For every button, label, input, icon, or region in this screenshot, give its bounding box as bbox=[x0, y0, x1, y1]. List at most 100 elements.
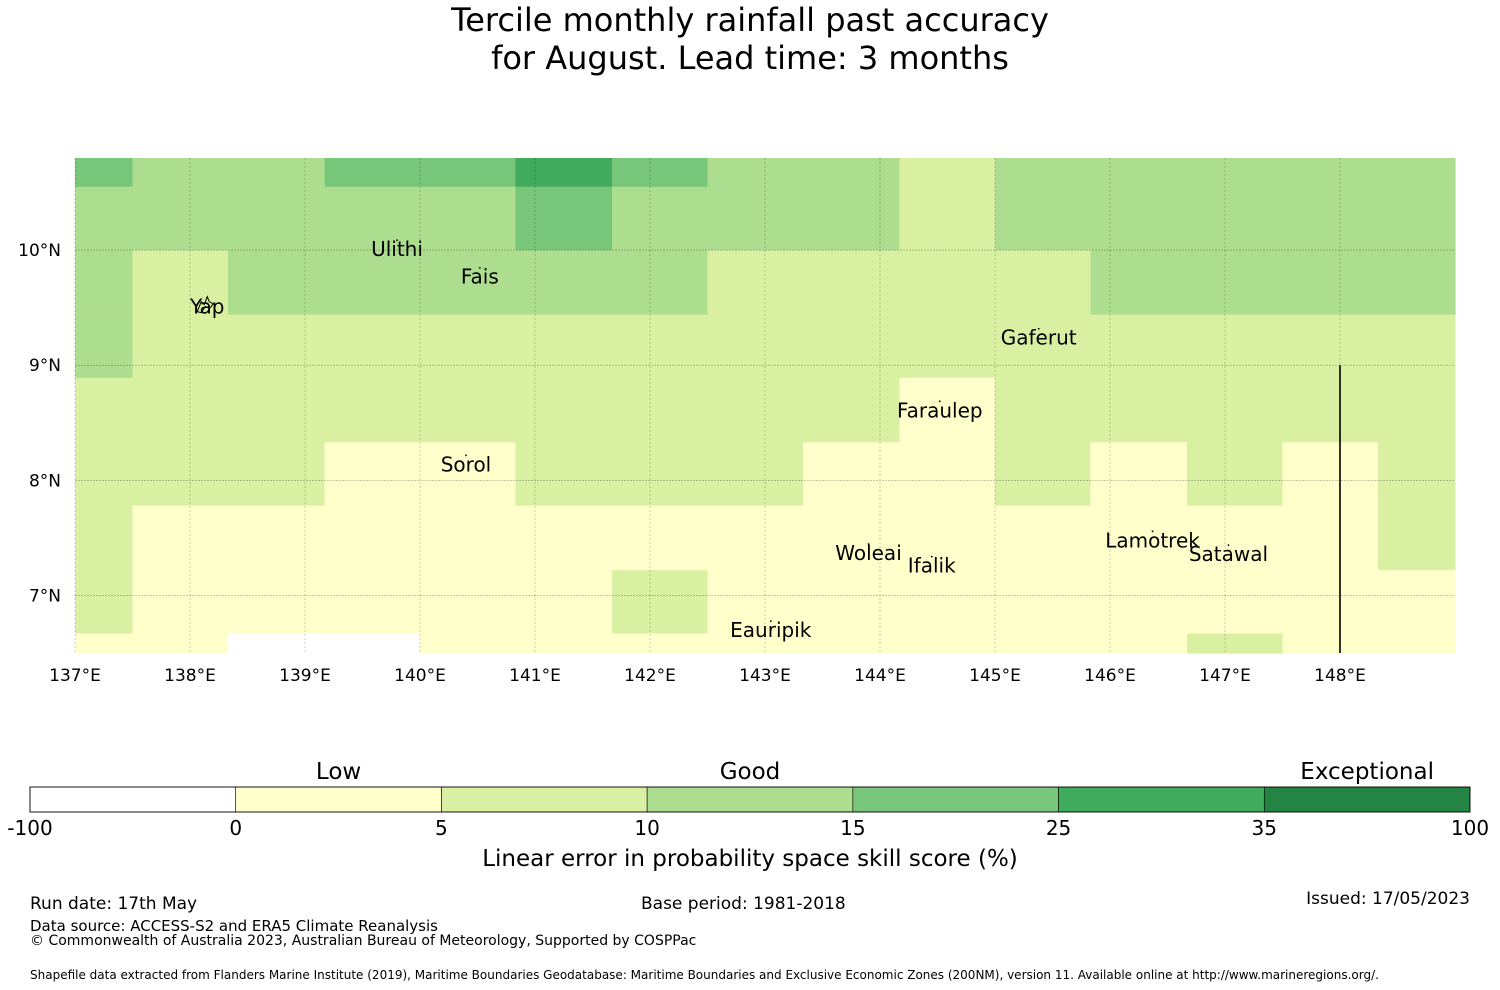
skill-cell bbox=[1187, 377, 1284, 443]
lat-tick-label: 7°N bbox=[29, 586, 61, 606]
skill-cell bbox=[1377, 633, 1456, 654]
skill-cell bbox=[612, 377, 709, 443]
colorbar bbox=[29, 786, 1471, 813]
skill-cell bbox=[420, 250, 517, 316]
skill-cell bbox=[995, 442, 1092, 507]
skill-cell bbox=[1090, 570, 1188, 635]
skill-cell bbox=[1187, 250, 1284, 316]
skill-cell bbox=[227, 442, 326, 507]
skill-cell bbox=[227, 377, 326, 443]
skill-cell bbox=[1187, 505, 1284, 571]
skill-cell bbox=[612, 250, 709, 316]
colorbar-tick-label: 5 bbox=[435, 816, 448, 840]
island-label: Lamotrek bbox=[1105, 528, 1200, 552]
skill-cell bbox=[515, 442, 613, 507]
lon-tick-label: 138°E bbox=[164, 666, 216, 686]
skill-cell bbox=[227, 570, 326, 635]
skill-cell bbox=[1282, 505, 1379, 571]
skill-cell bbox=[802, 158, 901, 188]
colorbar-bin bbox=[1263, 786, 1471, 813]
skill-cell bbox=[899, 442, 996, 507]
skill-cell bbox=[612, 442, 709, 507]
map-title-line-2: for August. Lead time: 3 months bbox=[491, 39, 1009, 77]
lon-tick-label: 144°E bbox=[854, 666, 906, 686]
skill-cell bbox=[1377, 314, 1456, 379]
skill-cell bbox=[899, 633, 996, 654]
skill-cell bbox=[802, 505, 901, 571]
skill-cell bbox=[995, 633, 1092, 654]
skill-cell bbox=[515, 314, 613, 379]
skill-cell bbox=[995, 314, 1092, 379]
skill-cell bbox=[707, 570, 804, 635]
skill-cell bbox=[324, 186, 421, 251]
skill-cell bbox=[707, 158, 804, 188]
skill-cell bbox=[995, 186, 1092, 251]
skill-cell bbox=[132, 442, 229, 507]
skill-cell bbox=[75, 314, 134, 379]
skill-cell bbox=[995, 505, 1092, 571]
colorbar-category-label: Exceptional bbox=[1300, 759, 1434, 785]
skill-cell bbox=[132, 314, 229, 379]
colorbar-tick-label: 0 bbox=[229, 816, 243, 840]
skill-cell bbox=[612, 570, 709, 635]
skill-cell bbox=[899, 314, 996, 379]
skill-cell bbox=[515, 633, 613, 654]
island-label: Fais bbox=[461, 265, 499, 289]
skill-cell bbox=[1377, 570, 1456, 635]
skill-cell bbox=[75, 442, 134, 507]
colorbar-category-label: Good bbox=[719, 759, 781, 785]
skill-cell bbox=[420, 442, 517, 507]
skill-cell bbox=[1377, 158, 1456, 188]
skill-cell bbox=[612, 633, 709, 654]
colorbar-category-label: Low bbox=[315, 759, 362, 785]
skill-cell bbox=[420, 633, 517, 654]
lon-tick-label: 137°E bbox=[49, 666, 101, 686]
island-label: Woleai bbox=[835, 541, 902, 565]
lat-tick-label: 10°N bbox=[18, 241, 61, 261]
island-marker bbox=[465, 454, 467, 457]
skill-cell bbox=[612, 186, 709, 251]
skill-cell bbox=[899, 505, 996, 571]
base-period: Base period: 1981-2018 bbox=[641, 894, 846, 914]
skill-cell bbox=[1090, 314, 1188, 379]
skill-cell bbox=[1090, 158, 1188, 188]
skill-cell bbox=[1187, 186, 1284, 251]
skill-cell bbox=[1282, 250, 1379, 316]
skill-cell bbox=[1090, 250, 1188, 316]
skill-cell bbox=[802, 314, 901, 379]
map-title-line-1: Tercile monthly rainfall past accuracy bbox=[451, 1, 1049, 39]
lon-tick-label: 142°E bbox=[624, 666, 676, 686]
island-marker bbox=[1227, 544, 1230, 547]
lon-tick-label: 148°E bbox=[1314, 666, 1366, 686]
island-label: Satawal bbox=[1189, 542, 1268, 566]
skill-cell bbox=[1090, 633, 1188, 654]
skill-cell bbox=[1090, 505, 1188, 571]
skill-cell bbox=[1282, 158, 1379, 188]
skill-cell bbox=[899, 186, 996, 251]
skill-cell bbox=[995, 158, 1092, 188]
skill-cell bbox=[899, 377, 996, 443]
skill-cell bbox=[899, 158, 996, 188]
colorbar-bin bbox=[29, 786, 237, 813]
island-label: Eauripik bbox=[730, 618, 812, 642]
lat-tick-label: 9°N bbox=[29, 356, 61, 376]
skill-cell bbox=[707, 442, 804, 507]
skill-cell bbox=[420, 314, 517, 379]
skill-cell bbox=[515, 570, 613, 635]
skill-cell bbox=[324, 377, 421, 443]
skill-cell bbox=[132, 158, 229, 188]
skill-cell bbox=[1090, 377, 1188, 443]
skill-cell bbox=[75, 377, 134, 443]
run-date: Run date: 17th May bbox=[30, 894, 198, 914]
island-marker bbox=[478, 266, 481, 269]
colorbar-label: Linear error in probability space skill … bbox=[482, 846, 1018, 872]
colorbar-tick-label: 25 bbox=[1045, 816, 1072, 840]
skill-cell bbox=[707, 314, 804, 379]
axis-tick-labels: 137°E 138°E 139°E 140°E 141°E 142°E 143°E 144°E… bbox=[18, 241, 1366, 686]
data-source: Data source: ACCESS-S2 and ERA5 Climate … bbox=[30, 917, 438, 935]
lon-tick-label: 143°E bbox=[739, 666, 791, 686]
skill-cell bbox=[227, 186, 326, 251]
island-marker bbox=[396, 239, 398, 241]
skill-cell bbox=[227, 633, 326, 654]
skill-cell bbox=[324, 314, 421, 379]
